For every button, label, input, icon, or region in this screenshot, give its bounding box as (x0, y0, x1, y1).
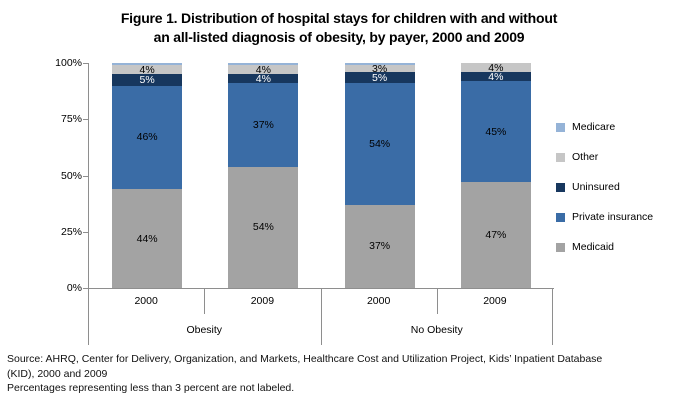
y-axis-tick-label: 75% (60, 113, 82, 126)
y-axis-tick-label: 100% (55, 57, 82, 69)
bar-segment-medicaid: 47% (460, 182, 531, 288)
bar-segment-label: 3% (372, 62, 388, 75)
stacked-bar: 44% 46% 5% 4% (112, 63, 183, 288)
x-axis-group-label: No Obesity (410, 323, 463, 336)
legend-item: Medicaid (556, 232, 676, 262)
legend-item: Private insurance (556, 202, 676, 232)
stacked-bar: 54% 37% 4% 4% (228, 63, 299, 288)
y-axis-tick-mark (83, 119, 88, 121)
bar-segment-medicare (344, 63, 415, 66)
bar-segment-label: 4% (255, 63, 271, 76)
bar-segment-uninsured: 5% (112, 73, 183, 86)
x-axis-group-separator (552, 288, 553, 345)
legend-swatch-private-insurance (556, 212, 565, 222)
y-axis-tick-mark (83, 231, 88, 233)
x-axis-group-row: Obesity No Obesity (88, 314, 553, 345)
bar-segment-label: 5% (372, 71, 388, 84)
legend-label: Medicaid (572, 241, 615, 253)
legend-swatch-uninsured (556, 182, 565, 192)
source-line2: (KID), 2000 and 2009 (7, 367, 108, 380)
legend-item: Medicare (556, 112, 676, 142)
bar-segment-medicare (228, 63, 299, 66)
x-axis-group-label: Obesity (186, 323, 223, 336)
bar-segment-medicaid: 54% (228, 166, 299, 288)
y-axis-tick-mark (83, 175, 88, 177)
legend-label: Medicare (572, 121, 616, 133)
chart-title-line2: an all-listed diagnosis of obesity, by p… (153, 29, 525, 45)
x-axis-year-separator (204, 288, 206, 314)
bar-segment-private-insurance: 46% (112, 85, 183, 189)
chart-title-line1: Figure 1. Distribution of hospital stays… (120, 10, 558, 26)
bar-segment-private-insurance: 45% (460, 81, 531, 183)
bar-segment-label: 4% (139, 63, 155, 76)
bar-segment-label: 5% (139, 73, 155, 86)
legend-swatch-medicaid (556, 242, 565, 252)
x-axis-year-label: 2009 (483, 295, 507, 307)
bar-segment-uninsured: 4% (460, 70, 531, 83)
x-axis-year-label: 2000 (366, 295, 391, 307)
source-note: Source: AHRQ, Center for Delivery, Organ… (7, 352, 671, 396)
source-line1: Source: AHRQ, Center for Delivery, Organ… (7, 353, 603, 365)
legend: Medicare Other Uninsured Private insurance M… (556, 112, 676, 262)
bar-segment-label: 4% (488, 70, 504, 83)
x-axis-group-separator (320, 288, 322, 345)
chart-title: Figure 1. Distribution of hospital stays… (0, 9, 678, 47)
legend-swatch-other (556, 152, 565, 162)
legend-item: Uninsured (556, 172, 676, 202)
bar-segment-other: 4% (112, 63, 183, 76)
x-axis-group-separator (88, 288, 89, 345)
bar-segment-label: 47% (485, 229, 507, 242)
label-threshold-note: Percentages representing less than 3 per… (7, 382, 295, 394)
bar-segment-uninsured: 4% (228, 72, 299, 85)
bar-segment-private-insurance: 37% (228, 83, 299, 167)
bar-segment-label: 54% (252, 221, 274, 234)
bar-segment-other: 3% (344, 62, 415, 75)
bar-segment-label: 4% (255, 72, 271, 85)
bar-segment-label: 54% (369, 138, 391, 150)
x-axis: 2000 2009 2000 2009 Obesity No Obesity (88, 288, 553, 345)
bar-segment-other: 4% (228, 63, 299, 76)
y-axis-tick-label: 25% (60, 225, 82, 238)
bar-segment-label: 46% (136, 131, 158, 144)
bar-segment-medicare (112, 63, 183, 66)
bar-segment-label: 44% (136, 232, 158, 245)
bar-segment-private-insurance: 54% (344, 83, 415, 205)
y-axis-tick-label: 50% (60, 169, 82, 182)
legend-swatch-medicare (556, 122, 565, 132)
x-axis-year-label: 2000 (134, 295, 158, 307)
y-axis-tick-label: 0% (66, 282, 82, 294)
legend-item: Other (556, 142, 676, 172)
y-axis-tick-mark (83, 288, 88, 289)
stacked-bar: 37% 54% 5% 3% (344, 62, 415, 288)
bar-segment-medicaid: 44% (112, 189, 183, 288)
bar-segment-label: 45% (485, 125, 507, 138)
y-axis-tick-mark (83, 63, 88, 64)
bar-segment-medicaid: 37% (344, 204, 415, 288)
plot-area: 100% 75% 50% 25% 0% 44% 46% 5% 4% 54% 37% 4% 4% 37% 54… (55, 57, 554, 294)
bar-segment-other: 4% (460, 61, 531, 74)
x-axis-year-row: 2000 2009 2000 2009 (88, 288, 553, 314)
bar-segment-label: 37% (252, 118, 274, 131)
legend-label: Other (572, 151, 599, 163)
x-axis-year-separator (436, 288, 438, 314)
bar-segment-label: 37% (369, 240, 391, 253)
bar-segment-uninsured: 5% (344, 71, 415, 84)
bar-segment-label: 4% (488, 61, 504, 74)
legend-label: Private insurance (572, 211, 654, 223)
stacked-bar: 47% 45% 4% 4% (460, 61, 531, 288)
legend-label: Uninsured (572, 181, 620, 193)
x-axis-year-label: 2009 (250, 295, 275, 307)
